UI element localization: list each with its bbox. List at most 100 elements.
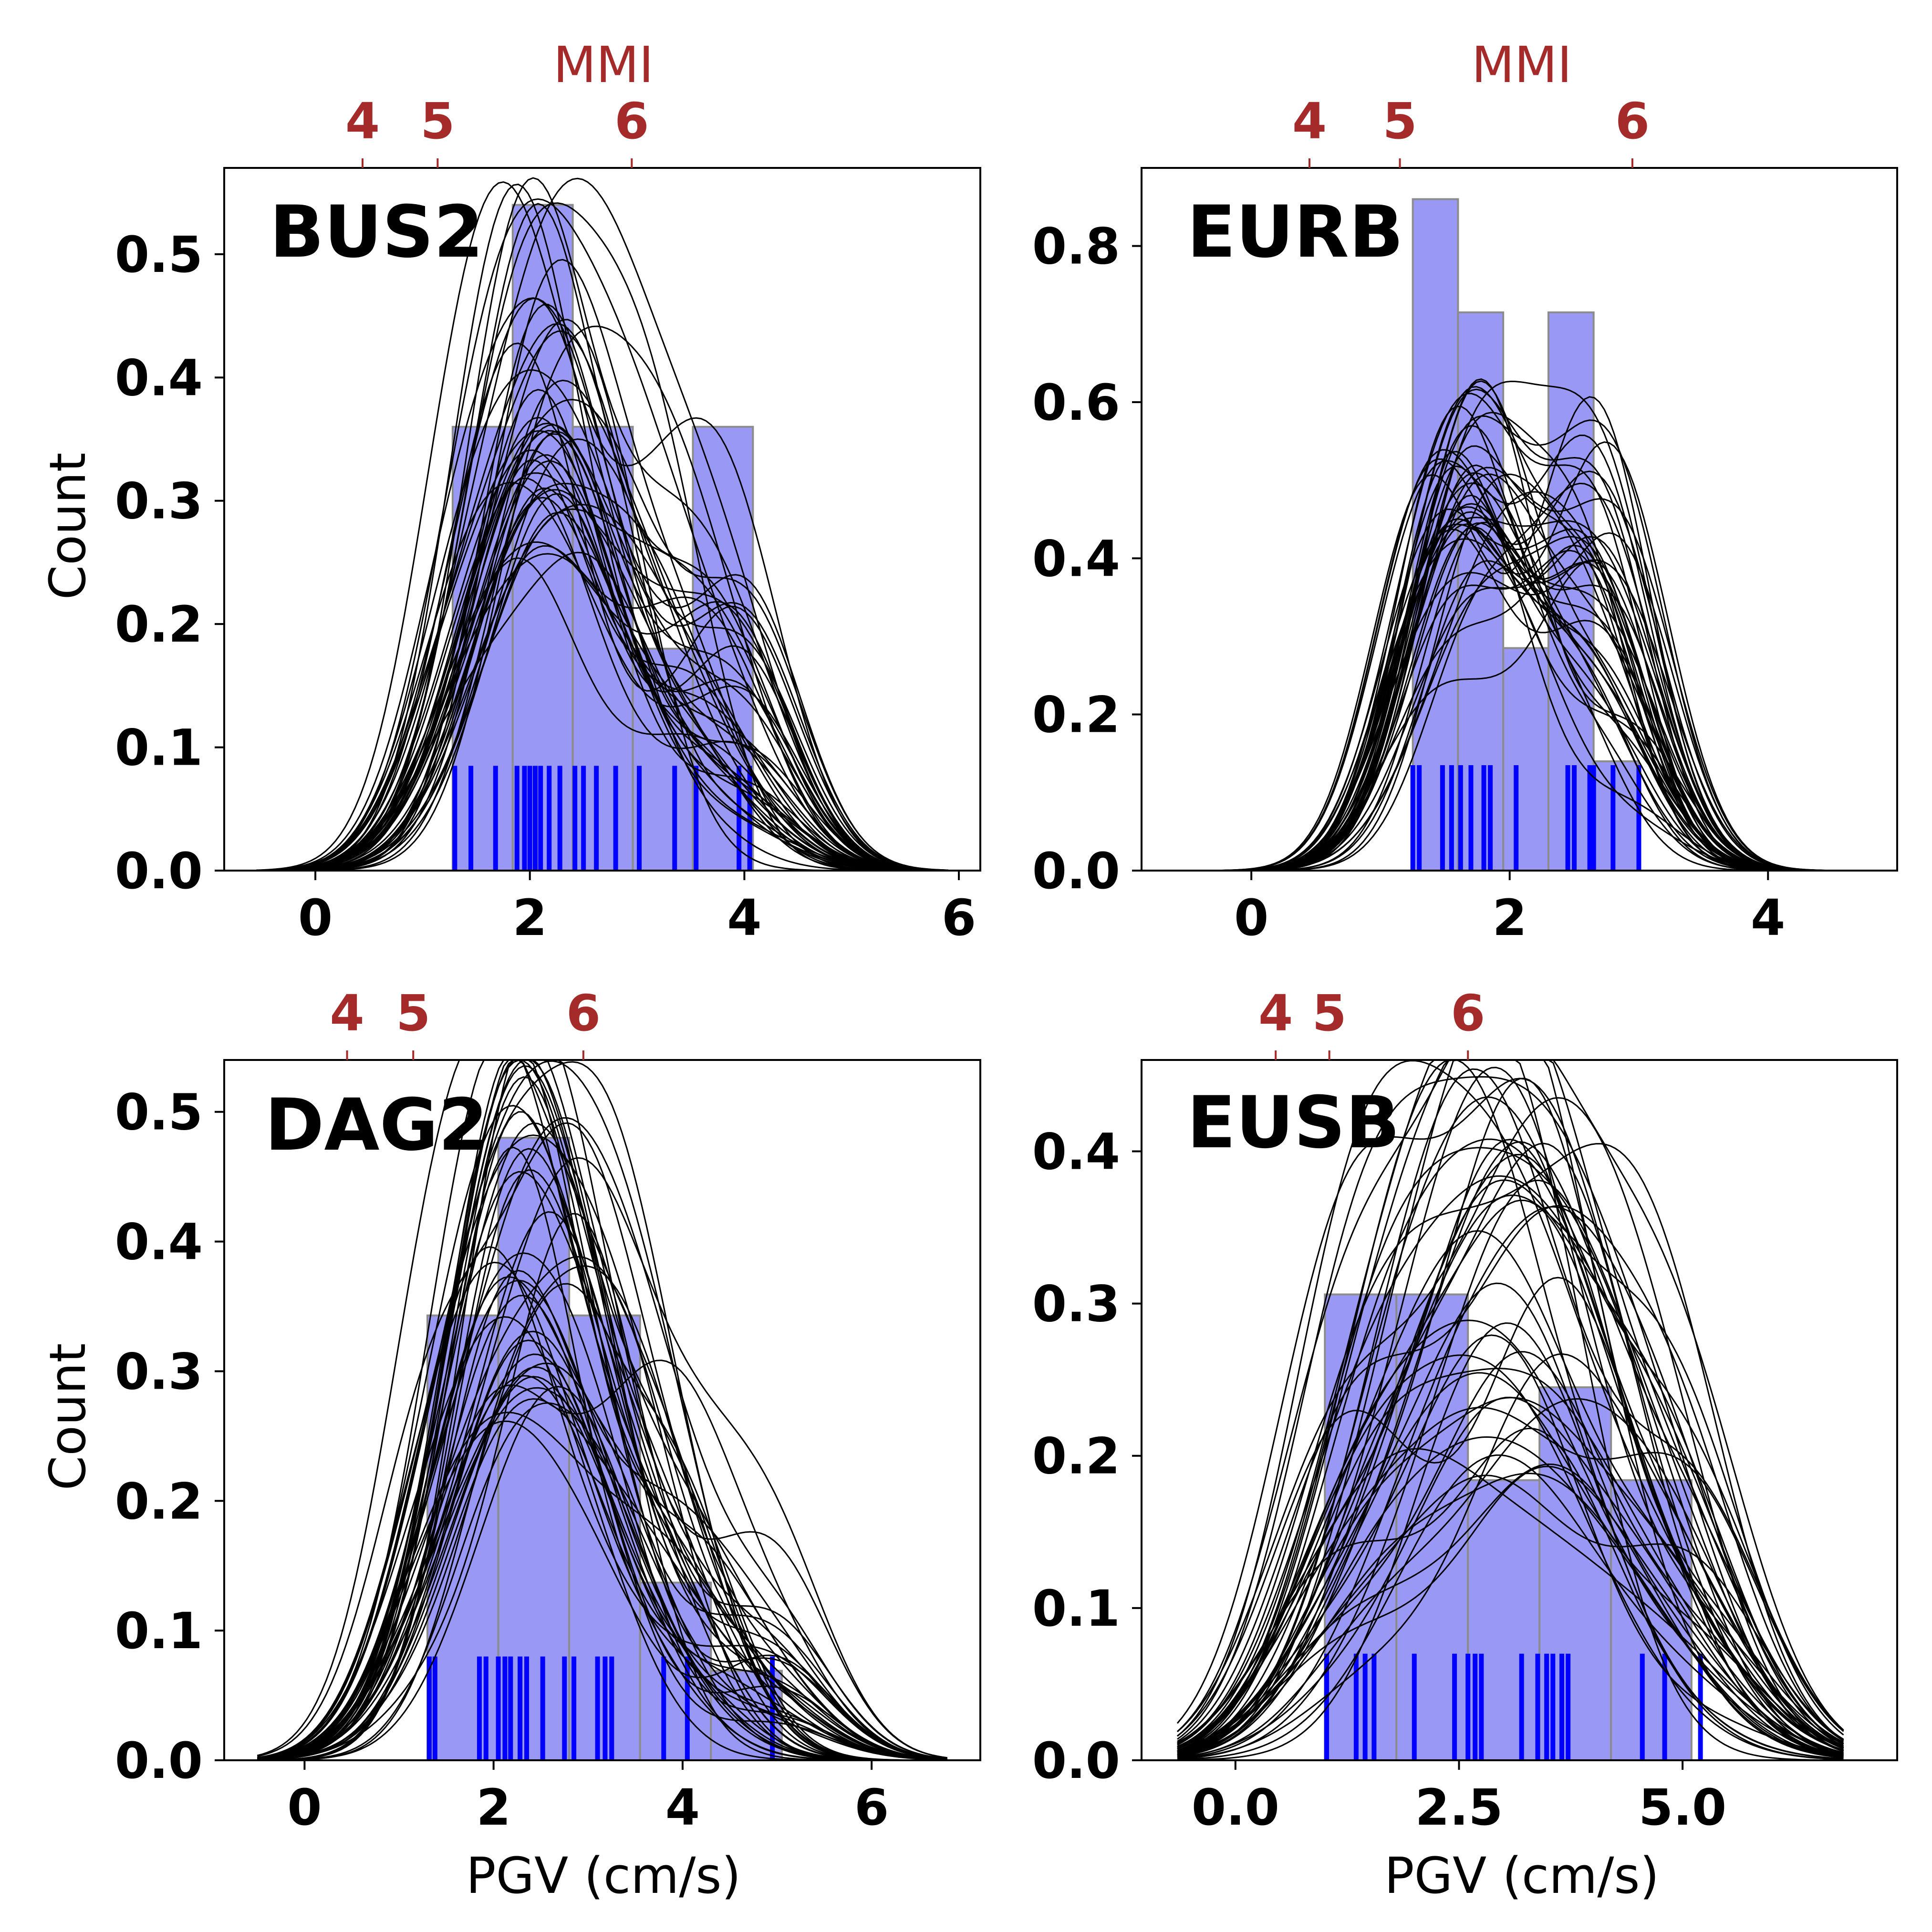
x-tick-label: 0.0 (1192, 1778, 1279, 1837)
kde-curve (256, 259, 948, 872)
kde-curve (1177, 1179, 1844, 1760)
x-axis-label: PGV (cm/s) (466, 1847, 741, 1905)
kde-curve (1177, 1179, 1844, 1752)
mmi-tick-label: 6 (614, 92, 649, 150)
kde-curve (256, 203, 948, 872)
plot-frame (223, 1059, 981, 1761)
y-tick-label: 0.0 (115, 1732, 203, 1790)
y-tick-label: 0.0 (115, 842, 203, 900)
kde-curve (257, 1061, 947, 1761)
y-tick-label: 0.6 (1032, 374, 1120, 432)
x-tick-label: 2.5 (1415, 1778, 1503, 1837)
kde-curve (1177, 1147, 1844, 1755)
kde-curve (257, 1059, 947, 1761)
kde-curve (1177, 1319, 1844, 1754)
mmi-tick-label: 5 (396, 984, 430, 1042)
x-tick-label: 4 (665, 1778, 700, 1837)
panel-label: EURB (1187, 191, 1403, 274)
kde-curve (1177, 1143, 1844, 1745)
kde-curve (1177, 1353, 1844, 1759)
kde-curve (1177, 1175, 1844, 1746)
kde-curve (1177, 1205, 1844, 1742)
kde-curve (1177, 1230, 1844, 1750)
plot-frame (1141, 1059, 1898, 1761)
kde-curve (1176, 526, 1865, 872)
kde-curve (1177, 1454, 1844, 1760)
mmi-tick-label: 5 (1382, 92, 1417, 150)
kde-curve (256, 389, 948, 872)
x-tick-label: 0 (298, 889, 332, 947)
panel-eurb: EURB MMI 0 2 40.00.20.40.60.84 5 6 (1032, 36, 1898, 947)
y-tick-label: 0.4 (1032, 530, 1120, 588)
kde-curve (257, 1213, 947, 1761)
panel-dag2: DAG2 Count PGV (cm/s) 0 2 4 6 0.0 0.1 0.2 0.3 0.… (39, 984, 981, 1905)
kde-curve (1177, 1475, 1844, 1754)
kde-curve (256, 330, 948, 871)
panel-eusb: EUSB PGV (cm/s) 0.0 2.5 5.0 0.0 0.1 0.2 0.3 0.4… (1032, 984, 1898, 1905)
x-tick-label: 6 (942, 889, 976, 947)
kde-curve (256, 297, 948, 872)
panel-label: BUS2 (270, 191, 484, 274)
kde-curve (257, 1059, 947, 1760)
kde-curve (1177, 1368, 1844, 1754)
y-tick-label: 0.1 (115, 719, 203, 777)
plot-frame (1141, 167, 1898, 872)
y-tick-label: 0.2 (1032, 1427, 1120, 1485)
kde-curve (256, 449, 948, 872)
y-tick-label: 0.1 (115, 1602, 203, 1660)
mmi-tick-label: 5 (420, 92, 455, 150)
kde-curve (257, 1059, 947, 1761)
kde-curve (256, 325, 948, 872)
kde-curve (257, 1059, 947, 1760)
kde-curve (1177, 1078, 1844, 1759)
kde-curve (1177, 1354, 1844, 1760)
kde-curve (256, 297, 948, 871)
histogram-bar (1547, 311, 1595, 872)
kde-curve (1177, 1097, 1844, 1752)
kde-curve (256, 424, 948, 872)
kde-curve (256, 431, 948, 872)
y-tick-label: 0.3 (115, 472, 203, 530)
histogram-bar (1592, 760, 1640, 872)
kde-curve (257, 1295, 947, 1761)
x-axis-label: PGV (cm/s) (1384, 1847, 1659, 1905)
mmi-tick-label: 4 (330, 984, 364, 1042)
y-axis-label: Count (39, 453, 97, 600)
mmi-tick-label: 4 (1258, 984, 1293, 1042)
y-axis-label: Count (39, 1343, 97, 1491)
kde-curve (257, 1279, 947, 1761)
x-tick-label: 4 (1751, 889, 1785, 947)
x-tick-label: 4 (727, 889, 761, 947)
kde-curve (256, 198, 948, 872)
y-tick-label: 0.2 (115, 595, 203, 654)
kde-curve (256, 181, 948, 871)
y-tick-label: 0.4 (115, 349, 203, 407)
mmi-tick-label: 6 (566, 984, 601, 1042)
kde-curve (1177, 1407, 1844, 1748)
kde-curve (257, 1246, 947, 1760)
kde-curve (257, 1146, 947, 1761)
y-tick-label: 0.0 (1032, 1732, 1120, 1790)
histogram-bar (1502, 647, 1549, 872)
y-tick-label: 0.4 (115, 1213, 203, 1271)
x-tick-label: 0 (1234, 889, 1268, 947)
y-tick-label: 0.5 (115, 1083, 203, 1142)
kde-curve (1177, 1199, 1844, 1751)
x-tick-label: 2 (513, 889, 547, 947)
kde-curve (1177, 1397, 1844, 1755)
mmi-tick-label: 4 (345, 92, 380, 150)
kde-curve (257, 1265, 947, 1761)
kde-curve (256, 511, 948, 872)
kde-curve (1177, 1465, 1844, 1755)
kde-curve (1177, 1427, 1844, 1760)
y-tick-label: 0.5 (115, 226, 203, 284)
mmi-axis-title: MMI (1472, 36, 1572, 94)
x-tick-label: 6 (854, 1778, 889, 1837)
kde-curve (1176, 494, 1865, 872)
plot-frame (223, 167, 981, 872)
panel-bus2: BUS2 Count MMI 0 2 4 60.00.10.20.30.40.54 5 6 (39, 36, 981, 947)
kde-curve (1177, 1096, 1844, 1756)
x-tick-label: 5.0 (1639, 1778, 1726, 1837)
kde-curve (257, 1076, 947, 1760)
